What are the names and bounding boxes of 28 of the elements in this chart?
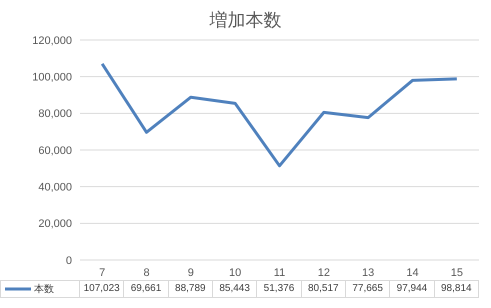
- x-tick-label: 12: [318, 266, 330, 279]
- y-tick-label: 60,000: [38, 144, 72, 157]
- x-tick-label: 15: [450, 266, 463, 279]
- x-tick-label: 14: [406, 266, 419, 279]
- x-tick-label: 7: [99, 266, 106, 279]
- data-label: 51,376: [257, 280, 302, 298]
- data-label: 69,661: [124, 280, 169, 298]
- x-tick-label: 11: [274, 266, 286, 279]
- y-tick-label: 120,000: [32, 34, 72, 47]
- data-label: 97,944: [390, 280, 435, 298]
- data-label: 107,023: [80, 280, 124, 298]
- chart-title: 増加本数: [208, 9, 282, 32]
- y-tick-label: 0: [66, 254, 72, 267]
- y-tick-label: 80,000: [38, 108, 72, 120]
- x-tick-label: 9: [188, 266, 194, 279]
- data-label: 88,789: [168, 280, 213, 298]
- data-label: 80,517: [302, 280, 346, 298]
- data-label: 85,443: [212, 280, 258, 298]
- x-tick-label: 8: [143, 266, 150, 279]
- x-tick-label: 13: [362, 266, 374, 279]
- legend-label: 本数: [34, 282, 54, 296]
- line-series: [100, 62, 458, 168]
- y-tick-label: 100,000: [32, 72, 72, 84]
- data-label: 77,665: [346, 280, 390, 298]
- y-tick-label: 20,000: [38, 218, 72, 230]
- data-label: 98,814: [434, 280, 479, 298]
- x-tick-label: 10: [229, 266, 242, 279]
- y-tick-label: 40,000: [38, 182, 72, 194]
